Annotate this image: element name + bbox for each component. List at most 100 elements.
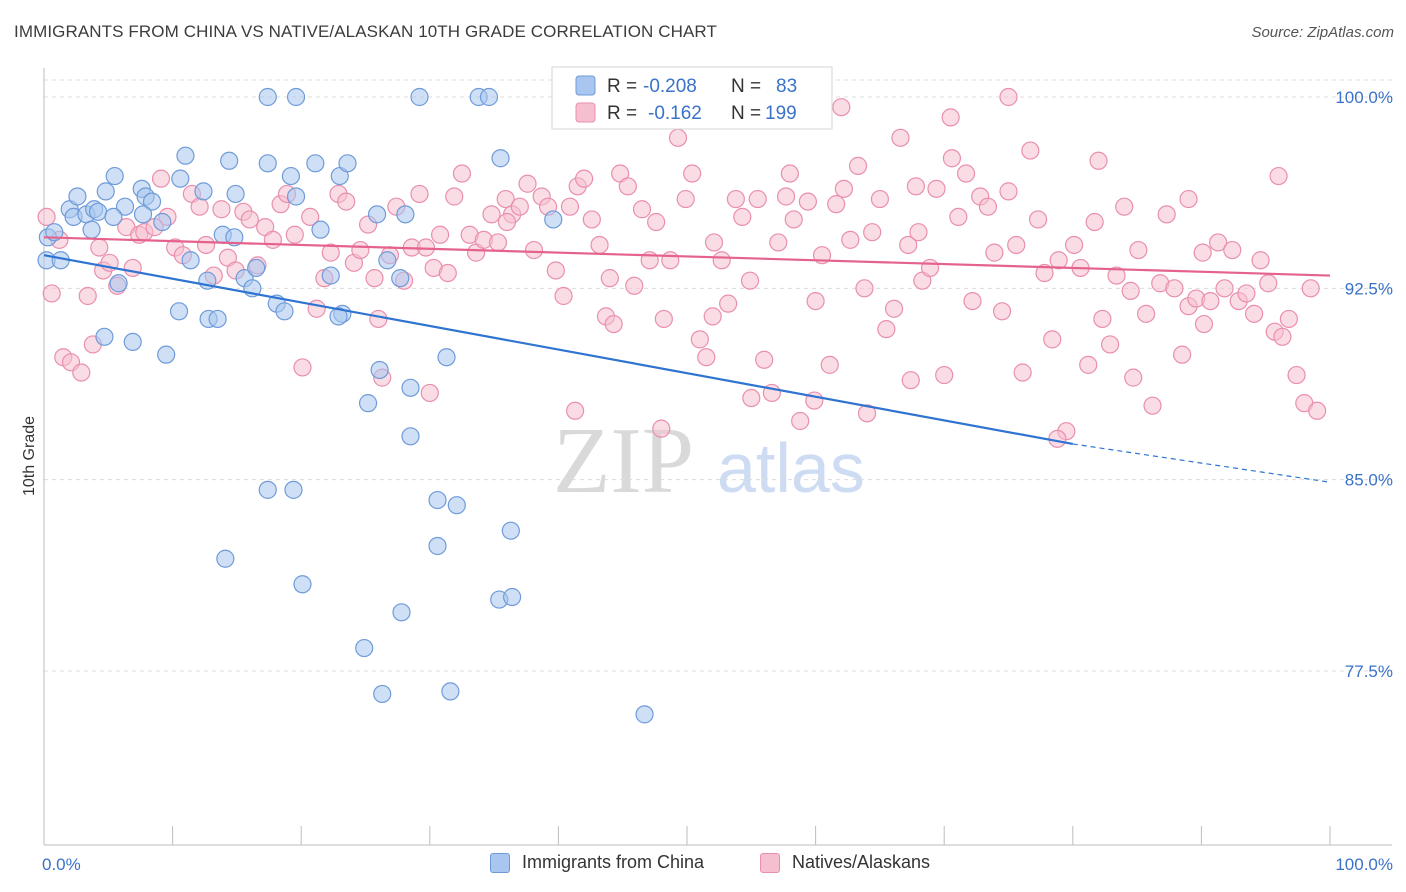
data-point [68, 187, 87, 206]
data-point [181, 251, 200, 270]
data-point [1085, 212, 1104, 232]
legend-swatch-pink [760, 852, 780, 873]
data-point [212, 200, 231, 219]
data-point [1215, 279, 1234, 298]
data-point [293, 575, 312, 594]
data-point [524, 240, 544, 260]
data-point [171, 169, 190, 188]
data-point [321, 266, 340, 285]
data-point [501, 521, 520, 540]
data-point [286, 87, 306, 107]
data-point [1259, 274, 1278, 293]
data-point [1157, 205, 1176, 224]
data-point [755, 350, 774, 369]
trend-lines [43, 236, 1331, 483]
data-point [258, 87, 277, 107]
data-point [740, 271, 760, 290]
data-point [1079, 355, 1098, 374]
data-point [247, 258, 266, 278]
data-point [518, 174, 537, 193]
data-point [748, 189, 767, 209]
data-point [1129, 240, 1148, 260]
data-point [447, 496, 466, 515]
data-point [151, 169, 171, 188]
data-point [176, 146, 195, 165]
data-point [726, 189, 745, 209]
data-point [90, 238, 109, 257]
data-point [1007, 235, 1026, 255]
data-point [338, 154, 357, 173]
data-point [676, 189, 695, 209]
data-point [311, 220, 330, 239]
data-point [791, 411, 810, 431]
legend-item-immigrants-from-china: Immigrants from China [490, 852, 704, 873]
data-point [391, 269, 410, 288]
legend-swatch-blue [490, 852, 510, 873]
data-point [618, 177, 637, 196]
data-point [96, 182, 115, 201]
data-point [153, 212, 172, 232]
data-point [884, 299, 904, 318]
data-point [194, 182, 213, 201]
data-point [82, 220, 101, 239]
data-point [935, 365, 954, 385]
data-point [992, 302, 1012, 321]
data-point [284, 480, 303, 499]
data-point [263, 230, 283, 249]
data-point [668, 128, 688, 147]
data-point [877, 320, 896, 339]
data-point [582, 210, 601, 229]
data-point [654, 309, 673, 329]
data-point [488, 233, 508, 252]
data-point [820, 355, 839, 374]
y-tick-label: 100.0% [1335, 88, 1393, 107]
legend-label: Immigrants from China [522, 852, 705, 872]
data-point [104, 207, 123, 227]
data-point [293, 358, 312, 377]
data-point [999, 182, 1018, 201]
data-point [652, 419, 671, 438]
data-point [632, 200, 652, 219]
axes [43, 68, 1392, 846]
data-point [306, 154, 325, 173]
data-point [909, 223, 928, 242]
data-point [445, 187, 464, 206]
data-point [546, 261, 565, 280]
data-point [776, 187, 796, 206]
trend-line-natives-alaskans [43, 236, 1331, 277]
data-point [1287, 365, 1306, 385]
data-point [1251, 251, 1270, 270]
data-point [942, 149, 962, 168]
data-point [1049, 251, 1068, 270]
data-point [396, 205, 415, 224]
data-point [544, 210, 563, 229]
data-point [123, 258, 142, 278]
data-point [78, 286, 97, 306]
data-point [240, 210, 259, 229]
data-point [690, 330, 709, 349]
data-point [482, 205, 501, 224]
data-points [37, 87, 1327, 724]
data-point [600, 269, 619, 288]
data-point [337, 192, 356, 211]
data-point [863, 223, 882, 242]
data-point [329, 307, 348, 326]
chart-title: IMMIGRANTS FROM CHINA VS NATIVE/ALASKAN … [14, 22, 717, 41]
data-point [891, 128, 910, 147]
data-point [1013, 363, 1032, 382]
data-point [420, 383, 439, 403]
data-point [901, 371, 920, 390]
data-point [286, 187, 306, 206]
data-point [190, 197, 209, 216]
data-point [196, 235, 216, 255]
data-point [109, 274, 128, 293]
data-point [554, 286, 573, 306]
data-point [1115, 197, 1134, 216]
data-point [1179, 189, 1198, 209]
data-point [870, 189, 890, 209]
data-point [1035, 263, 1054, 283]
data-point [661, 251, 680, 270]
data-point [625, 276, 644, 295]
trend-line-immigrants-from-china [43, 254, 1073, 446]
data-point [428, 490, 447, 510]
